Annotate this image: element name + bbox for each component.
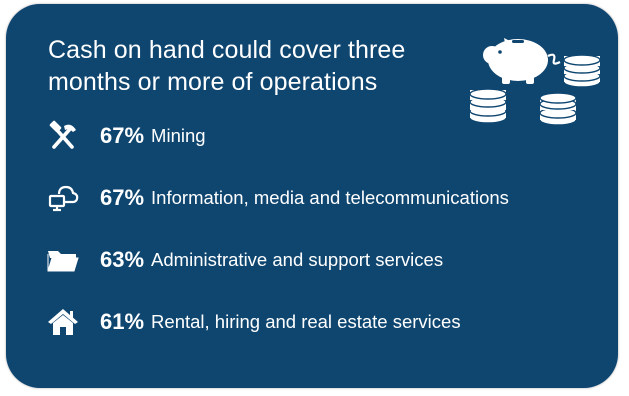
industry-percent: 67% [100, 123, 145, 148]
coin-stack-icon [469, 54, 601, 126]
piggy-bank-icon [483, 38, 561, 84]
hammer-pickaxe-icon [46, 119, 80, 153]
industry-label: Administrative and support services [151, 249, 444, 270]
industry-label: Mining [151, 125, 206, 146]
industry-percent: 61% [100, 309, 145, 334]
list-item: 67% Information, media and telecommunica… [46, 178, 509, 218]
industry-percent: 63% [100, 247, 145, 272]
folder-icon [46, 243, 80, 277]
card-title: Cash on hand could cover three months or… [48, 36, 406, 96]
info-card: Cash on hand could cover three months or… [6, 4, 618, 388]
industry-percent: 67% [100, 185, 145, 210]
list-item: 61% Rental, hiring and real estate servi… [46, 302, 461, 342]
piggy-bank-coins-illustration [469, 38, 601, 126]
list-item: 67% Mining [46, 116, 206, 156]
house-icon [46, 305, 80, 339]
cloud-computer-icon [46, 181, 80, 215]
industry-label: Information, media and telecommunication… [151, 187, 509, 208]
list-item: 63% Administrative and support services [46, 240, 443, 280]
industry-label: Rental, hiring and real estate services [151, 311, 461, 332]
